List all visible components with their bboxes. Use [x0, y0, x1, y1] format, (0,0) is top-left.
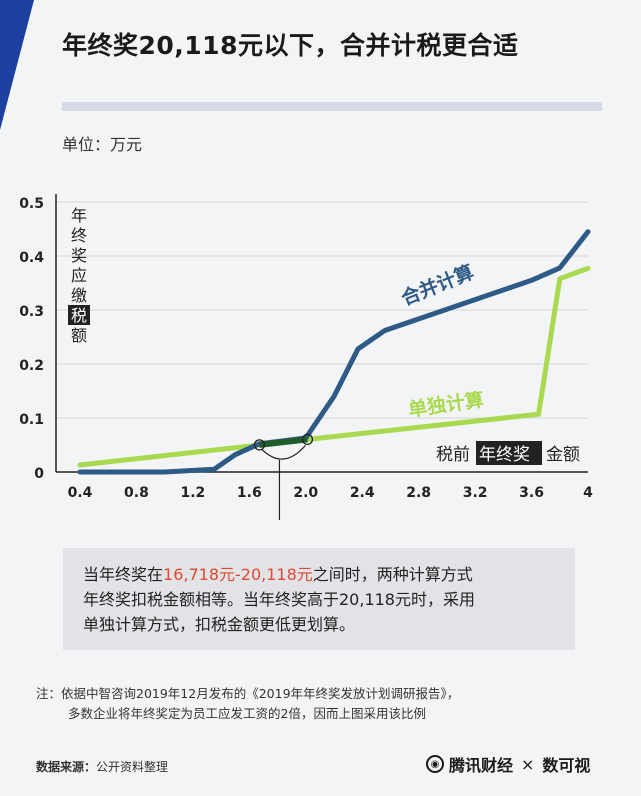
tencent-logo-icon: ◉: [426, 755, 444, 773]
callout-text-1a: 当年终奖在: [83, 565, 164, 584]
brand-separator: ×: [521, 754, 535, 774]
y-label-char: 额: [71, 326, 87, 345]
source-label: 数据来源：: [36, 760, 97, 774]
y-label-char: 缴: [71, 286, 87, 305]
x-tick-label: 0.4: [68, 485, 93, 501]
callout-line-3: 单独计算方式，扣税金额更低更划算。: [83, 615, 356, 634]
y-tick-label: 0: [34, 466, 44, 482]
tax-comparison-chart: 0 0.1 0.2 0.3 0.4 0.5 0.4 0.8 1.2 1.6 2.0 2.4 2.8 3.2…: [19, 194, 593, 520]
callout-line-1: 当年终奖在16,718元-20,118元之间时，两种计算方式: [83, 562, 575, 587]
footnote: 注：依据中智咨询2019年12月发布的《2019年年终奖发放计划调研报告》， 多…: [36, 684, 459, 724]
page-title: 年终奖20,118元以下，合并计税更合适: [62, 31, 519, 60]
y-tick-label: 0.5: [19, 196, 44, 212]
corner-accent: [0, 0, 34, 130]
x-tick-label: 3.6: [519, 485, 544, 501]
annotation-brace: [261, 444, 306, 460]
y-label-char: 奖: [71, 246, 87, 265]
x-label-part: 金额: [546, 445, 580, 465]
x-tick-label: 4: [583, 485, 593, 501]
x-tick-label: 2.0: [293, 485, 318, 501]
y-label-char: 税: [71, 306, 87, 325]
y-label-char: 年: [71, 206, 87, 225]
x-label-highlight: 年终奖: [479, 445, 530, 465]
callout-text-1b: 之间时，两种计算方式: [312, 565, 473, 584]
x-tick-label: 1.2: [180, 485, 205, 501]
data-source: 数据来源：公开资料整理: [36, 758, 168, 775]
series-line-separate: [77, 265, 591, 468]
y-tick-label: 0.1: [19, 412, 44, 428]
footnote-line-1: 注：依据中智咨询2019年12月发布的《2019年年终奖发放计划调研报告》，: [36, 686, 460, 701]
x-tick-label: 3.2: [463, 485, 488, 501]
x-tick-label: 2.4: [350, 485, 375, 501]
brand-footer: ◉ 腾讯财经 × 数可视: [426, 752, 590, 776]
footnote-line-2: 多数企业将年终奖定为员工应发工资的2倍，因而上图采用该比例: [68, 706, 426, 721]
source-text: 公开资料整理: [96, 760, 169, 774]
y-tick-label: 0.4: [19, 250, 44, 266]
title-underline: [62, 102, 602, 111]
x-tick-label: 0.8: [124, 485, 149, 501]
callout-box: 当年终奖在16,718元-20,118元之间时，两种计算方式 年终奖扣税金额相等…: [63, 548, 575, 650]
x-tick-label: 2.8: [406, 485, 431, 501]
x-tick-label: 1.6: [237, 485, 262, 501]
y-label-char: 终: [71, 226, 87, 245]
x-label-highlight-bg: [476, 441, 542, 465]
equal-tax-segment: [259, 436, 308, 448]
y-tick-label: 0.2: [19, 358, 44, 374]
y-label-char: 应: [71, 266, 87, 285]
equal-start-marker: [253, 439, 266, 451]
y-tick-label: 0.3: [19, 304, 44, 320]
series-label-separate: 单独计算: [407, 388, 485, 421]
brand-name-1: 腾讯财经: [449, 756, 514, 775]
x-label-part: 税前: [436, 445, 470, 465]
callout-highlight: 16,718元-20,118元: [163, 565, 313, 584]
series-line-combined: [77, 229, 591, 475]
brand-name-2: 数可视: [542, 756, 591, 775]
y-label-highlight-bg: [68, 305, 90, 325]
equal-end-marker: [301, 433, 314, 446]
unit-label: 单位：万元: [62, 135, 143, 154]
callout-line-2: 年终奖扣税金额相等。当年终奖高于20,118元时，采用: [83, 590, 475, 609]
